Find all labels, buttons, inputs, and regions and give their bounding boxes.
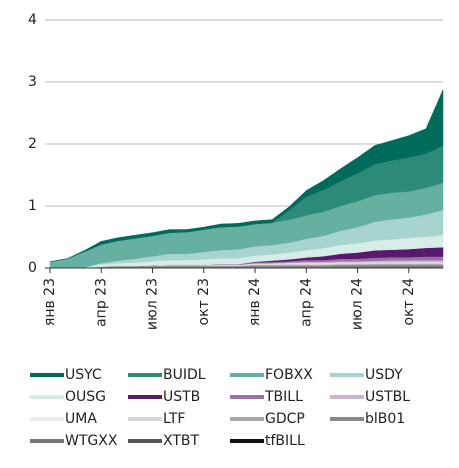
legend-label: USDY [365, 367, 403, 383]
legend-label: BUIDL [163, 367, 206, 383]
y-tick-label: 4 [28, 12, 37, 28]
x-tick-label: апр 24 [298, 278, 314, 327]
x-tick-label: апр 23 [93, 278, 109, 327]
y-tick-label: 2 [28, 136, 37, 152]
legend-label: blB01 [365, 411, 405, 427]
x-tick-label: янв 23 [42, 278, 58, 326]
legend-label: LTF [163, 411, 185, 427]
x-tick-label: окт 23 [196, 278, 212, 325]
y-tick-label: 0 [28, 260, 37, 276]
legend-label: USYC [65, 367, 102, 383]
legend-label: UMA [65, 411, 97, 427]
x-tick-label: июл 23 [145, 278, 161, 330]
legend-label: tfBILL [265, 433, 305, 449]
legend-label: GDCP [265, 411, 305, 427]
y-tick-label: 3 [28, 74, 37, 90]
legend-label: TBILL [264, 389, 303, 405]
legend-label: USTB [163, 389, 200, 405]
y-tick-label: 1 [28, 198, 37, 214]
legend-label: WTGXX [65, 433, 118, 449]
legend-label: XTBT [163, 433, 200, 449]
legend-label: USTBL [365, 389, 410, 405]
x-tick-label: окт 24 [401, 278, 417, 326]
x-tick-label: янв 24 [247, 278, 263, 326]
legend-label: OUSG [65, 389, 106, 405]
legend-label: FOBXX [265, 367, 313, 383]
x-tick-label: июл 24 [350, 278, 366, 330]
